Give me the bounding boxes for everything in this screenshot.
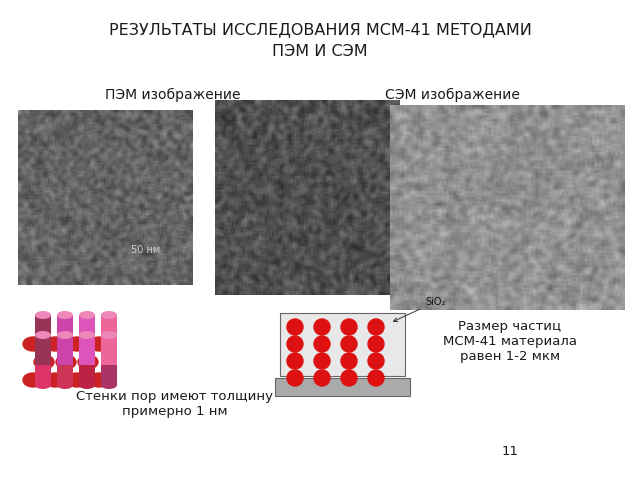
- Text: 50 нм: 50 нм: [131, 245, 160, 255]
- Circle shape: [368, 319, 384, 335]
- Circle shape: [287, 319, 303, 335]
- Ellipse shape: [101, 311, 117, 319]
- Ellipse shape: [57, 361, 73, 369]
- Circle shape: [287, 370, 303, 386]
- Text: 11: 11: [502, 445, 518, 458]
- Ellipse shape: [23, 337, 43, 351]
- Ellipse shape: [34, 355, 54, 369]
- Ellipse shape: [101, 331, 117, 339]
- Circle shape: [368, 353, 384, 369]
- Circle shape: [341, 319, 357, 335]
- Bar: [101, 315, 117, 365]
- Ellipse shape: [101, 381, 117, 389]
- Text: ПЭМ изображение: ПЭМ изображение: [105, 88, 241, 102]
- Circle shape: [314, 353, 330, 369]
- Circle shape: [314, 336, 330, 352]
- Bar: [280, 313, 405, 376]
- Text: РЕЗУЛЬТАТЫ ИССЛЕДОВАНИЯ МСМ-41 МЕТОДАМИ: РЕЗУЛЬТАТЫ ИССЛЕДОВАНИЯ МСМ-41 МЕТОДАМИ: [109, 22, 531, 37]
- Text: ПЭМ И СЭМ: ПЭМ И СЭМ: [272, 44, 368, 59]
- Ellipse shape: [78, 355, 98, 369]
- Text: Стенки пор имеют толщину
примерно 1 нм: Стенки пор имеют толщину примерно 1 нм: [77, 390, 273, 418]
- Ellipse shape: [35, 381, 51, 389]
- Ellipse shape: [79, 361, 95, 369]
- Circle shape: [287, 353, 303, 369]
- Ellipse shape: [45, 337, 65, 351]
- Bar: [101, 335, 117, 385]
- Ellipse shape: [79, 331, 95, 339]
- Bar: [275, 378, 410, 396]
- Ellipse shape: [56, 355, 76, 369]
- Ellipse shape: [57, 311, 73, 319]
- Bar: [35, 335, 51, 385]
- Ellipse shape: [67, 373, 87, 387]
- Ellipse shape: [23, 373, 43, 387]
- Text: СЭМ изображение: СЭМ изображение: [385, 88, 520, 102]
- Ellipse shape: [45, 373, 65, 387]
- Bar: [35, 315, 51, 365]
- Ellipse shape: [35, 331, 51, 339]
- Circle shape: [341, 370, 357, 386]
- Ellipse shape: [89, 373, 109, 387]
- Ellipse shape: [67, 337, 87, 351]
- Ellipse shape: [89, 337, 109, 351]
- Ellipse shape: [79, 311, 95, 319]
- Ellipse shape: [35, 311, 51, 319]
- Ellipse shape: [35, 361, 51, 369]
- Bar: [79, 335, 95, 385]
- Circle shape: [341, 336, 357, 352]
- Ellipse shape: [57, 381, 73, 389]
- Text: Размер частиц
МСМ-41 материала
равен 1-2 мкм: Размер частиц МСМ-41 материала равен 1-2…: [443, 320, 577, 363]
- Circle shape: [287, 336, 303, 352]
- Ellipse shape: [79, 381, 95, 389]
- Ellipse shape: [57, 331, 73, 339]
- Circle shape: [314, 319, 330, 335]
- Circle shape: [341, 353, 357, 369]
- Bar: [79, 315, 95, 365]
- Circle shape: [368, 336, 384, 352]
- Bar: [57, 335, 73, 385]
- Text: SiO₂: SiO₂: [394, 297, 445, 322]
- Circle shape: [314, 370, 330, 386]
- Bar: [57, 315, 73, 365]
- Ellipse shape: [101, 361, 117, 369]
- Circle shape: [368, 370, 384, 386]
